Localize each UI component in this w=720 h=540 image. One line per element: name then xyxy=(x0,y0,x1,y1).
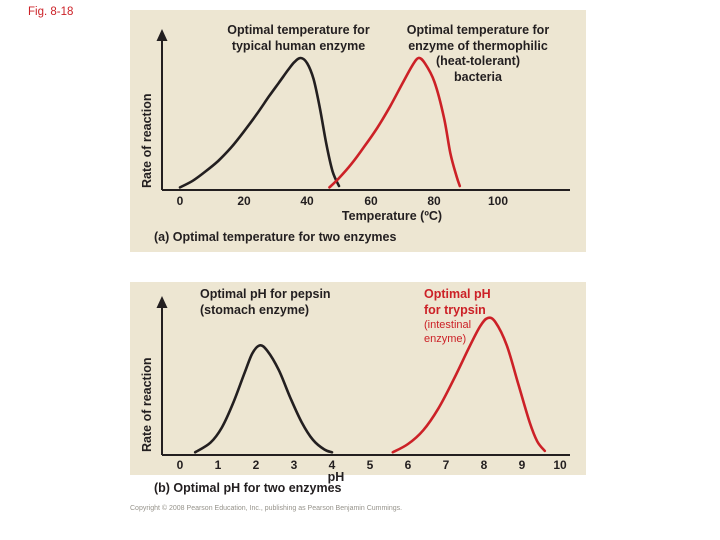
caption-a: (a) Optimal temperature for two enzymes xyxy=(154,230,397,244)
temperature-curves xyxy=(178,56,462,189)
copyright-text: Copyright © 2008 Pearson Education, Inc.… xyxy=(130,505,403,512)
ph-curves xyxy=(193,316,547,454)
panel-ph xyxy=(130,282,586,475)
figure-label: Fig. 8-18 xyxy=(28,6,74,18)
pepsin-stomach-enzyme-curve xyxy=(193,344,334,454)
x-tick-b-5: 5 xyxy=(366,458,374,472)
x-tick-b-3: 3 xyxy=(290,458,298,472)
x-axis-label-a: Temperature (ºC) xyxy=(341,209,443,223)
y-axis-label-a: Rate of reaction xyxy=(140,93,154,188)
x-tick-a-80: 80 xyxy=(427,194,441,208)
caption-b: (b) Optimal pH for two enzymes xyxy=(154,481,342,495)
x-tick-b-1: 1 xyxy=(214,458,222,472)
x-tick-b-0: 0 xyxy=(176,458,184,472)
x-tick-a-100: 100 xyxy=(487,194,509,208)
pepsin-label: Optimal pH for pepsin (stomach enzyme) xyxy=(200,287,331,317)
x-tick-a-40: 40 xyxy=(300,194,314,208)
x-tick-b-2: 2 xyxy=(252,458,260,472)
x-tick-b-7: 7 xyxy=(442,458,450,472)
x-tick-b-9: 9 xyxy=(518,458,526,472)
trypsin-intestinal-enzyme-curve xyxy=(391,316,547,454)
thermophilic-bacteria-enzyme-curve xyxy=(328,56,462,189)
typical-human-enzyme-curve xyxy=(178,56,341,189)
ph-chart xyxy=(156,296,570,456)
x-tick-b-6: 6 xyxy=(404,458,412,472)
y-axis-label-b: Rate of reaction xyxy=(140,357,154,452)
x-tick-b-10: 10 xyxy=(553,458,567,472)
panel-temperature xyxy=(130,10,586,252)
x-tick-a-20: 20 xyxy=(237,194,251,208)
x-tick-b-4: 4 xyxy=(328,458,336,472)
trypsin-label: Optimal pH for trypsin xyxy=(424,287,491,317)
human-enzyme-label: Optimal temperature for typical human en… xyxy=(227,23,370,53)
y-axis-arrow-icon xyxy=(156,29,168,41)
trypsin-label-sub: (intestinal enzyme) xyxy=(424,319,472,345)
x-tick-a-60: 60 xyxy=(364,194,378,208)
x-tick-a-0: 0 xyxy=(176,194,184,208)
x-axis-label-b: pH xyxy=(327,470,345,484)
thermophilic-enzyme-label: Optimal temperature for enzyme of thermo… xyxy=(406,23,550,84)
y-axis-arrow-icon xyxy=(156,296,168,308)
temperature-chart xyxy=(156,29,570,191)
x-tick-b-8: 8 xyxy=(480,458,488,472)
